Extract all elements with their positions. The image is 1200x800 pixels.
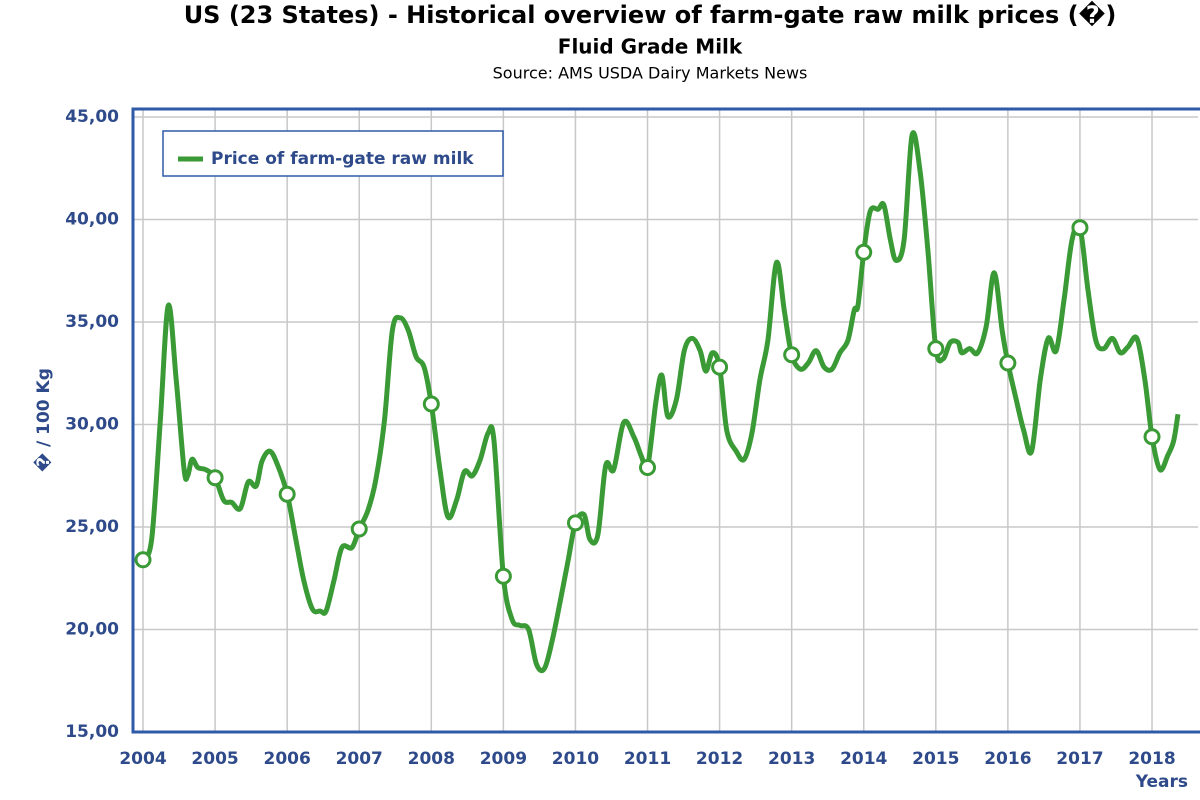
- x-tick-label: 2008: [408, 749, 455, 769]
- legend-box: [162, 130, 504, 177]
- x-tick-label: 2009: [480, 749, 527, 769]
- x-tick-label: 2006: [263, 749, 310, 769]
- data-point: [278, 485, 296, 503]
- x-tick-label: 2007: [336, 749, 383, 769]
- chart-title: US (23 States) - Historical overview of …: [184, 0, 1117, 29]
- x-tick-label: 2017: [1056, 749, 1103, 769]
- x-axis-label: Years: [1135, 772, 1188, 792]
- data-point: [134, 551, 152, 569]
- y-tick-label: 45,00: [65, 107, 119, 127]
- data-point: [711, 358, 729, 376]
- plot-border: [131, 107, 1200, 734]
- y-axis-label: � / 100 Kg: [33, 368, 54, 472]
- data-point: [566, 514, 584, 532]
- data-point: [639, 459, 657, 477]
- data-point: [206, 469, 224, 487]
- legend-label: Price of farm-gate raw milk: [211, 149, 474, 169]
- x-tick-label: 2011: [624, 749, 671, 769]
- data-point: [783, 346, 801, 364]
- chart-source: Source: AMS USDA Dairy Markets News: [493, 64, 808, 83]
- y-tick-label: 35,00: [65, 312, 119, 332]
- data-point: [494, 567, 512, 585]
- x-tick-label: 2013: [768, 749, 815, 769]
- data-point: [855, 243, 873, 261]
- y-tick-label: 20,00: [65, 619, 119, 639]
- data-point: [999, 354, 1017, 372]
- y-tick-label: 15,00: [65, 722, 119, 742]
- data-point: [422, 395, 440, 413]
- x-tick-label: 2004: [119, 749, 166, 769]
- x-tick-label: 2016: [984, 749, 1031, 769]
- data-point: [350, 520, 368, 538]
- x-tick-label: 2012: [696, 749, 743, 769]
- data-point: [1143, 428, 1161, 446]
- x-tick-label: 2014: [840, 749, 887, 769]
- x-tick-label: 2010: [552, 749, 599, 769]
- chart-subtitle: Fluid Grade Milk: [558, 35, 743, 59]
- y-tick-label: 30,00: [65, 414, 119, 434]
- y-tick-label: 40,00: [65, 209, 119, 229]
- y-tick-label: 25,00: [65, 517, 119, 537]
- x-tick-label: 2018: [1128, 749, 1175, 769]
- x-tick-label: 2005: [191, 749, 238, 769]
- series-line: [140, 130, 1181, 674]
- data-point: [927, 340, 945, 358]
- data-point: [1071, 219, 1089, 237]
- x-tick-label: 2015: [912, 749, 959, 769]
